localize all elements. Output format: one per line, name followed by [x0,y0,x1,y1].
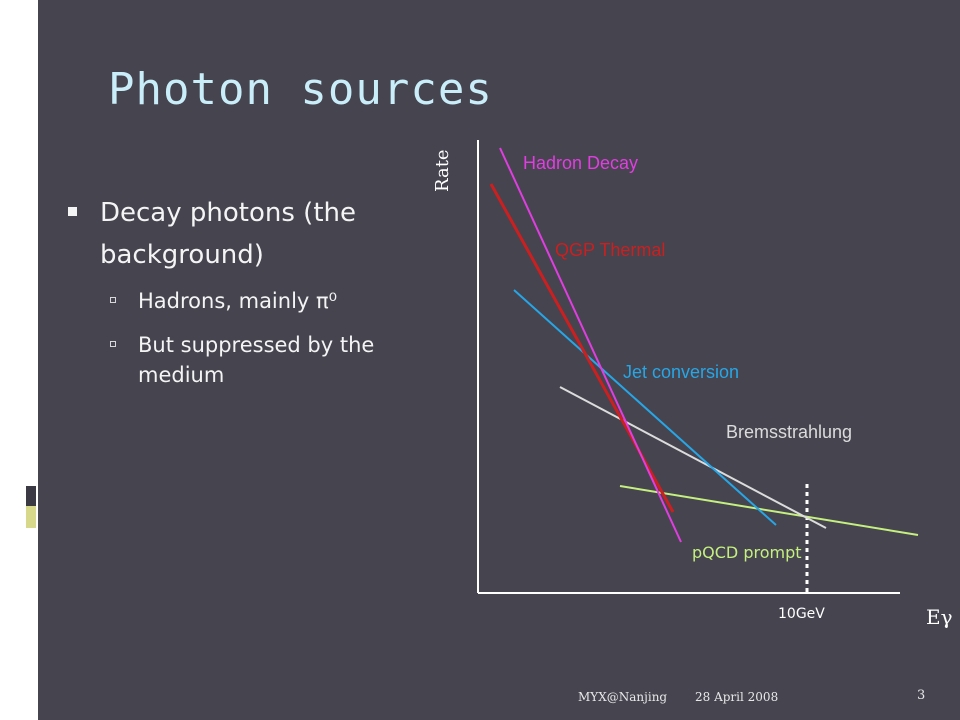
hadron-decay-label: Hadron Decay [523,153,638,173]
hollow-square-bullet-icon [110,341,116,347]
jet-conversion-label: Jet conversion [623,362,739,382]
bremsstrahlung-label: Bremsstrahlung [726,422,852,442]
sub-bullet-item: Hadrons, mainly π⁰ [108,286,402,316]
hollow-square-bullet-icon [110,297,116,303]
bullet-list: Decay photons (the background) Hadrons, … [62,192,402,404]
bremsstrahlung-curve [559,386,827,529]
sidebar-square-dark [26,486,36,508]
sub-bullet-list: Hadrons, mainly π⁰ But suppressed by the… [108,286,402,390]
bullet-item: Decay photons (the background) [62,192,402,276]
bullet-text: Decay photons (the background) [100,198,356,270]
footer-author: MYX@Nanjing [578,690,668,704]
jet-conversion-curve [513,289,777,526]
pqcd-prompt-curve [619,485,919,536]
y-axis-label: Rate [432,149,453,192]
pqcd-prompt-label: pQCD prompt [692,543,802,562]
ten-gev-label: 10GeV [778,606,825,622]
sub-bullet-text: Hadrons, mainly π⁰ [138,289,338,313]
hadron-decay-curve [499,147,682,543]
slide-title: Photon sources [108,64,493,115]
sidebar-square-accent [26,506,36,528]
page-number: 3 [917,688,926,703]
sub-bullet-text: But suppressed by the medium [138,333,375,387]
square-bullet-icon [68,207,77,216]
x-axis-label: Eγ [926,605,953,629]
left-sidebar-bar [0,0,38,720]
footer-date: 28 April 2008 [695,690,779,704]
qgp-thermal-label: QGP Thermal [555,240,665,260]
sub-bullet-item: But suppressed by the medium [108,330,402,390]
